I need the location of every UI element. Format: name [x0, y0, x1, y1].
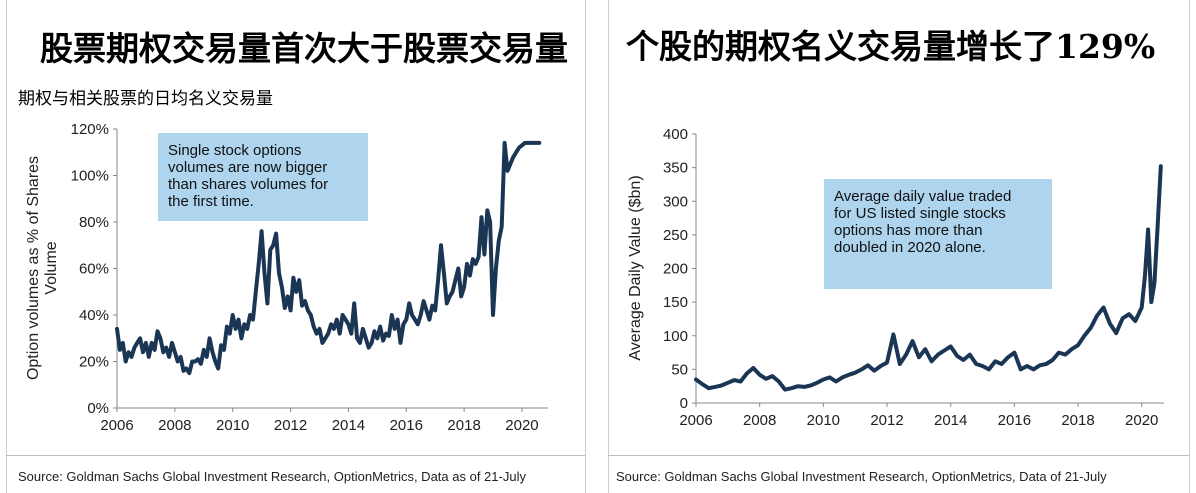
- right-border-line: [1189, 0, 1190, 493]
- right-chart-panel: 个股的期权名义交易量增长了129% 0 50 100 150 200 250 300 350 4…: [604, 0, 1196, 493]
- left-series-line: [115, 140, 542, 376]
- right-x-tick-label: 2016: [998, 412, 1031, 429]
- left-x-tick-label: 2008: [158, 417, 191, 434]
- left-chart-panel: 股票期权交易量首次大于股票交易量 期权与相关股票的日均名义交易量 0% 20% 40…: [0, 0, 592, 493]
- right-source-separator: [608, 455, 1189, 456]
- right-annotation-text: for US listed single stocks: [834, 205, 1006, 222]
- right-y-tick-label: 250: [663, 227, 688, 244]
- left-annotation-text: than shares volumes for: [168, 176, 328, 193]
- left-annotation-text: volumes are now bigger: [168, 159, 327, 176]
- right-y-tick-label: 150: [663, 294, 688, 311]
- left-y-tick-label: 0%: [87, 400, 109, 417]
- right-annotation-text: Average daily value traded: [834, 188, 1011, 205]
- right-series-line: [694, 164, 1163, 392]
- right-x-tick-label: 2014: [934, 412, 967, 429]
- left-x-tick-label: 2012: [274, 417, 307, 434]
- right-y-tick-label: 100: [663, 328, 688, 345]
- left-chart-subtitle: 期权与相关股票的日均名义交易量: [18, 89, 273, 109]
- right-source-note: Source: Goldman Sachs Global Investment …: [616, 469, 1107, 484]
- left-x-tick-label: 2018: [447, 417, 480, 434]
- left-y-tick-label: 80%: [79, 214, 109, 231]
- left-source-note: Source: Goldman Sachs Global Investment …: [18, 469, 526, 484]
- left-chart-plot: 0% 20% 40% 60% 80% 100% 120% 2006 2008 2010 2012 20…: [25, 121, 548, 434]
- right-chart-title: 个股的期权名义交易量增长了129%: [626, 27, 1156, 66]
- right-annotation-text: options has more than: [834, 222, 982, 239]
- right-x-tick-label: 2012: [870, 412, 903, 429]
- right-x-tick-label: 2006: [679, 412, 712, 429]
- left-x-tick-label: 2006: [100, 417, 133, 434]
- left-x-tick-label: 2010: [216, 417, 249, 434]
- left-x-tick-label: 2020: [505, 417, 538, 434]
- left-y-tick-label: 60%: [79, 261, 109, 278]
- left-x-tick-label: 2014: [332, 417, 365, 434]
- left-y-axis-title: Option volumes as % of Shares: [25, 156, 42, 380]
- left-y-tick-label: 40%: [79, 307, 109, 324]
- center-border-line-left: [585, 0, 586, 493]
- left-x-tick-label: 2016: [390, 417, 423, 434]
- right-annotation-text: doubled in 2020 alone.: [834, 239, 986, 256]
- left-annotation-box: [158, 133, 368, 221]
- right-y-tick-label: 200: [663, 261, 688, 278]
- right-y-tick-label: 350: [663, 160, 688, 177]
- right-chart-plot: 0 50 100 150 200 250 300 350 400 2006 2008 2010 2012…: [627, 126, 1164, 429]
- left-annotation-text: the first time.: [168, 193, 254, 210]
- right-x-tick-label: 2010: [807, 412, 840, 429]
- left-chart-title: 股票期权交易量首次大于股票交易量: [40, 29, 568, 68]
- left-y-tick-label: 20%: [79, 354, 109, 371]
- right-annotation-box: [824, 179, 1052, 289]
- right-y-tick-label: 50: [671, 361, 688, 378]
- left-y-tick-label: 120%: [71, 121, 109, 138]
- left-border-line: [6, 0, 7, 493]
- right-y-tick-label: 400: [663, 126, 688, 143]
- right-x-tick-label: 2020: [1125, 412, 1158, 429]
- left-y-axis-title: Volume: [43, 241, 60, 294]
- right-x-tick-label: 2018: [1061, 412, 1094, 429]
- right-y-tick-label: 300: [663, 193, 688, 210]
- center-border-line-right: [608, 0, 609, 493]
- left-source-separator: [6, 455, 585, 456]
- right-x-tick-label: 2008: [743, 412, 776, 429]
- right-y-tick-label: 0: [680, 395, 688, 412]
- left-annotation-text: Single stock options: [168, 142, 301, 159]
- right-y-axis-title: Average Daily Value ($bn): [627, 175, 644, 360]
- left-y-tick-label: 100%: [71, 168, 109, 185]
